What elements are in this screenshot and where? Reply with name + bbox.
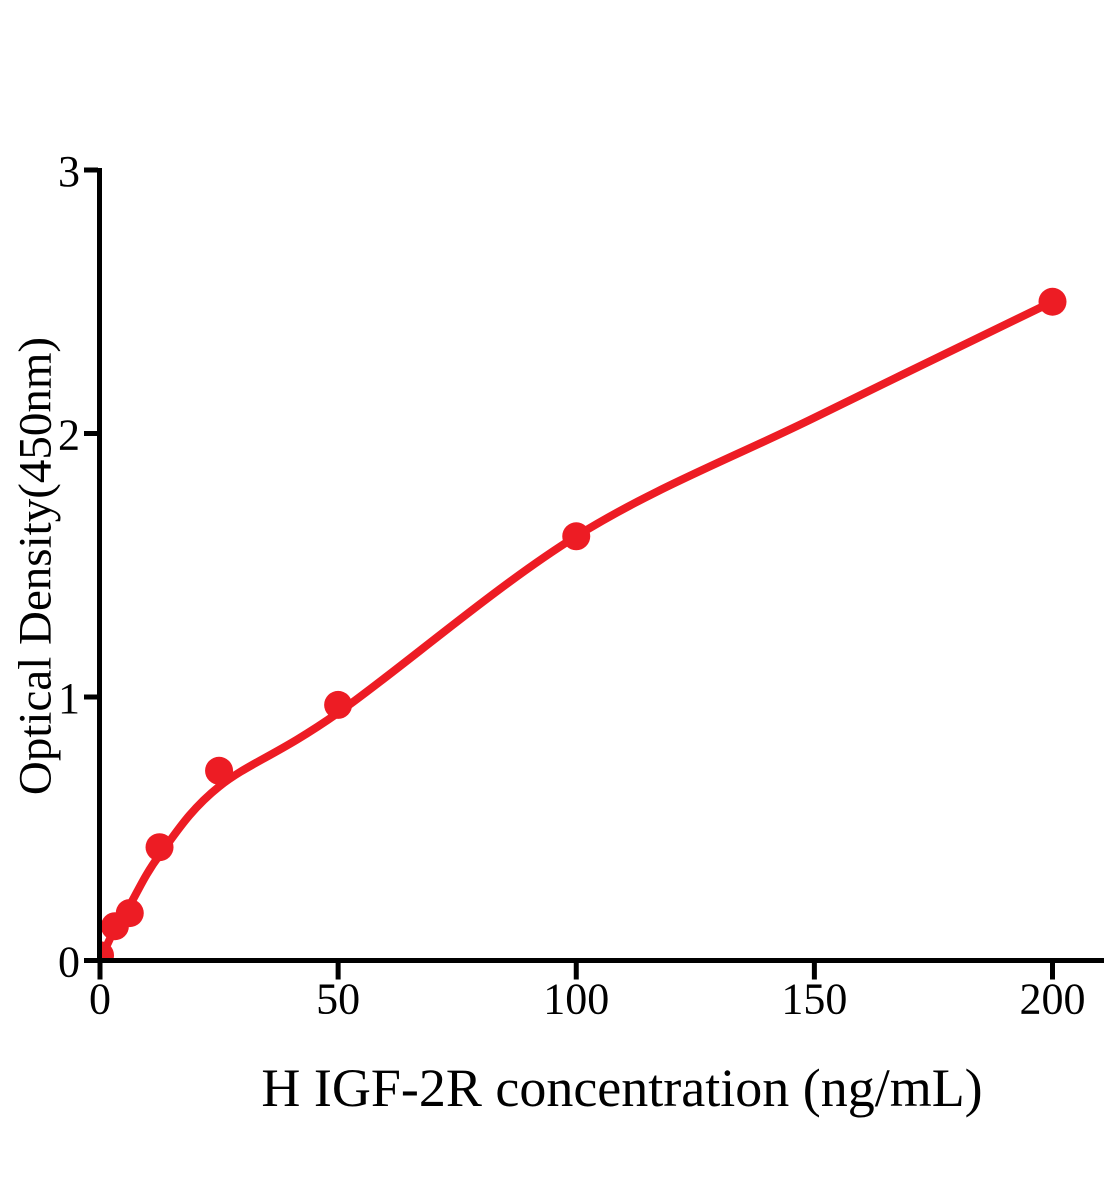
data-point-marker [562,522,591,551]
y-axis-title: Optical Density(450nm) [9,336,62,796]
x-tick-label: 50 [316,975,360,1024]
data-point-marker [145,833,174,862]
y-tick-label: 0 [58,938,80,987]
data-point-marker [205,756,234,785]
data-point-marker [324,690,353,719]
data-point-marker [1038,287,1067,316]
x-tick-label: 200 [1020,975,1086,1024]
x-tick-label: 150 [781,975,847,1024]
axes: 0 50 100 150 200 0 1 2 3 [58,147,1104,1024]
x-tick-label: 0 [89,975,111,1024]
y-tick-label: 3 [58,147,80,196]
x-tick-label: 100 [543,975,609,1024]
y-tick-label: 1 [58,674,80,723]
series-h-igf-2r-standard-curve [99,287,1067,959]
x-axis-title: H IGF-2R concentration (ng/mL) [261,1058,983,1118]
fit-curve [99,297,1057,959]
data-point-marker [99,941,114,959]
y-tick-label: 2 [58,411,80,460]
data-point-marker [115,899,144,928]
